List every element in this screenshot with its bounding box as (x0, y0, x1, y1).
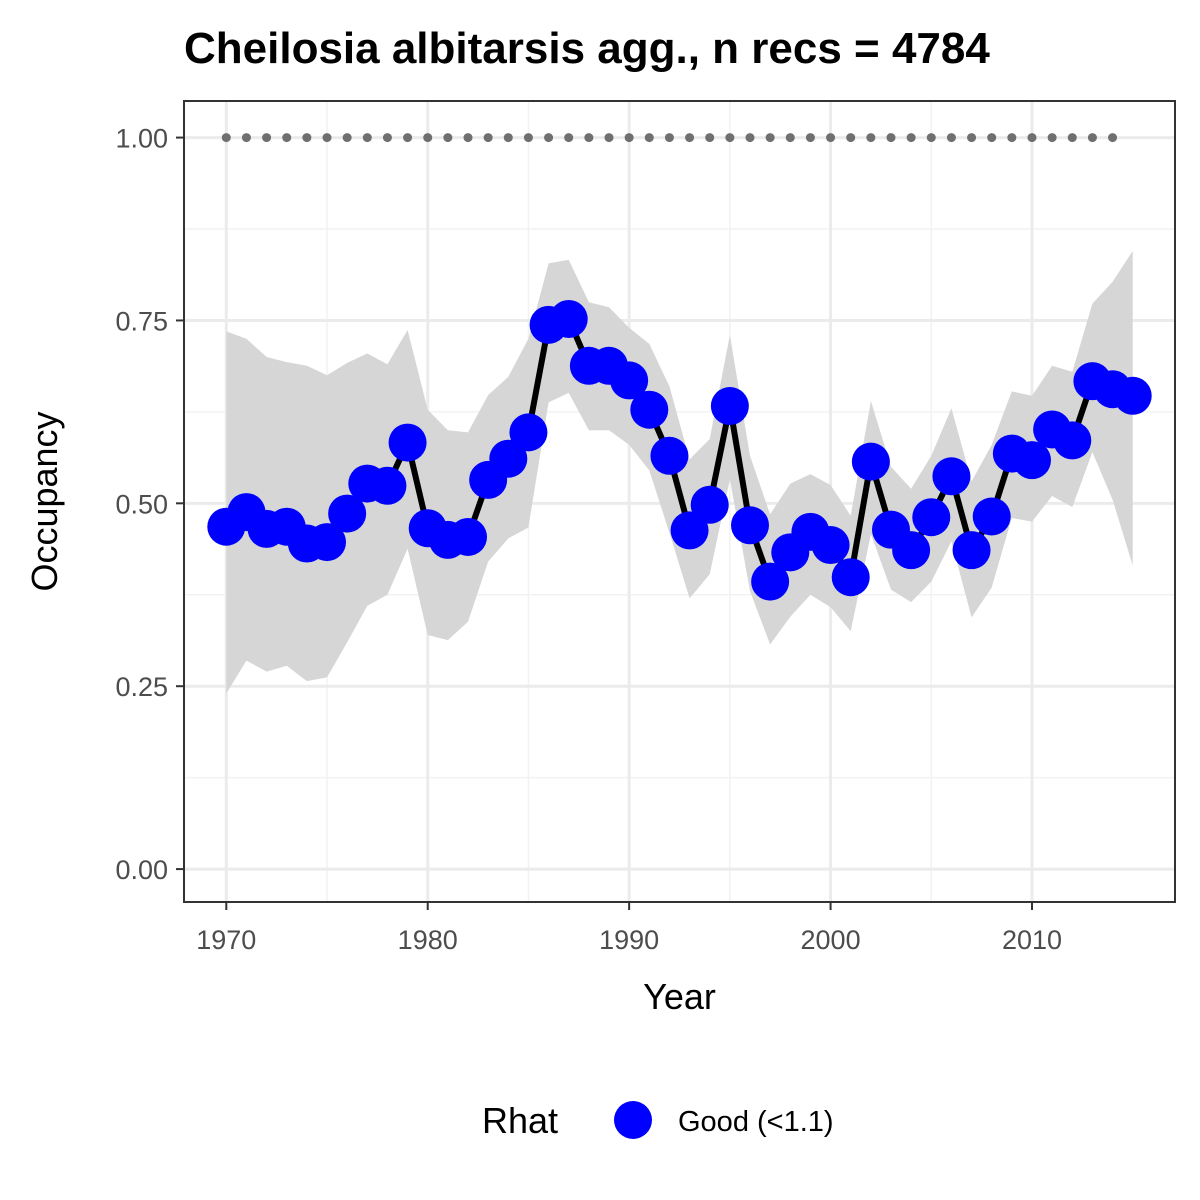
chart-title: Cheilosia albitarsis agg., n recs = 4784 (184, 24, 990, 73)
x-tick-label: 1980 (398, 925, 458, 955)
reference-point (443, 133, 453, 143)
legend: Rhat Good (<1.1) (482, 1100, 834, 1141)
occupancy-point (932, 457, 971, 496)
reference-point (765, 133, 775, 143)
occupancy-point (730, 506, 769, 545)
occupancy-point (449, 517, 488, 556)
reference-point (906, 133, 916, 143)
occupancy-point (670, 511, 709, 550)
reference-points (221, 133, 1118, 143)
reference-point (705, 133, 715, 143)
reference-point (785, 133, 795, 143)
x-axis-title: Year (643, 976, 716, 1017)
reference-point (544, 133, 554, 143)
reference-point (1067, 133, 1077, 143)
reference-point (926, 133, 936, 143)
occupancy-point (751, 562, 790, 601)
legend-key-good (614, 1101, 652, 1139)
reference-point (523, 133, 533, 143)
occupancy-point (811, 526, 850, 565)
occupancy-point (650, 436, 689, 475)
reference-point (685, 133, 695, 143)
occupancy-point (630, 390, 669, 429)
y-tick-label: 1.00 (115, 124, 168, 154)
reference-point (382, 133, 392, 143)
occupancy-point (1053, 421, 1092, 460)
reference-point (725, 133, 735, 143)
reference-point (423, 133, 433, 143)
reference-point (1087, 133, 1097, 143)
reference-point (221, 133, 231, 143)
x-tick-label: 1970 (196, 925, 256, 955)
reference-point (241, 133, 251, 143)
legend-label-good: Good (<1.1) (678, 1106, 834, 1138)
occupancy-point (912, 498, 951, 537)
reference-point (967, 133, 977, 143)
occupancy-point (610, 361, 649, 400)
x-tick-label: 2010 (1002, 925, 1062, 955)
occupancy-point (328, 494, 367, 533)
reference-point (745, 133, 755, 143)
occupancy-point (549, 299, 588, 338)
reference-point (664, 133, 674, 143)
reference-point (987, 133, 997, 143)
reference-point (483, 133, 493, 143)
reference-point (805, 133, 815, 143)
x-tick-label: 1990 (599, 925, 659, 955)
reference-point (1108, 133, 1118, 143)
reference-point (362, 133, 372, 143)
occupancy-point (1113, 376, 1152, 415)
reference-point (604, 133, 614, 143)
reference-point (846, 133, 856, 143)
occupancy-point (308, 523, 347, 562)
reference-point (342, 133, 352, 143)
reference-point (262, 133, 272, 143)
confidence-ribbon (226, 251, 1133, 694)
reference-point (1027, 133, 1037, 143)
y-tick-label: 0.75 (115, 306, 168, 336)
occupancy-point (892, 531, 931, 570)
reference-point (866, 133, 876, 143)
occupancy-point (509, 413, 548, 452)
y-tick-label: 0.00 (115, 855, 168, 885)
occupancy-point (831, 558, 870, 597)
reference-point (503, 133, 513, 143)
reference-point (302, 133, 312, 143)
reference-point (1047, 133, 1057, 143)
reference-point (282, 133, 292, 143)
x-tick-label: 2000 (801, 925, 861, 955)
occupancy-point (368, 466, 407, 505)
reference-point (584, 133, 594, 143)
occupancy-point (972, 497, 1011, 536)
axes: 1970 1980 1990 2000 2010 0.00 0.25 0.50 0.75 1.00 (115, 124, 1062, 955)
reference-point (1007, 133, 1017, 143)
y-tick-label: 0.25 (115, 672, 168, 702)
occupancy-points (207, 299, 1152, 601)
occupancy-point (710, 387, 749, 426)
reference-point (463, 133, 473, 143)
reference-point (826, 133, 836, 143)
occupancy-point (489, 439, 528, 478)
reference-point (644, 133, 654, 143)
occupancy-point (1012, 441, 1051, 480)
occupancy-point (690, 485, 729, 524)
y-tick-label: 0.50 (115, 489, 168, 519)
plot-border (183, 100, 1176, 903)
occupancy-point (952, 531, 991, 570)
reference-point (946, 133, 956, 143)
reference-point (886, 133, 896, 143)
y-axis-title: Occupancy (24, 411, 65, 591)
ribbon-area (226, 251, 1133, 694)
reference-point (624, 133, 634, 143)
occupancy-point (388, 423, 427, 462)
reference-point (403, 133, 413, 143)
occupancy-point (851, 442, 890, 481)
legend-title: Rhat (482, 1100, 558, 1141)
reference-point (322, 133, 332, 143)
reference-point (564, 133, 574, 143)
